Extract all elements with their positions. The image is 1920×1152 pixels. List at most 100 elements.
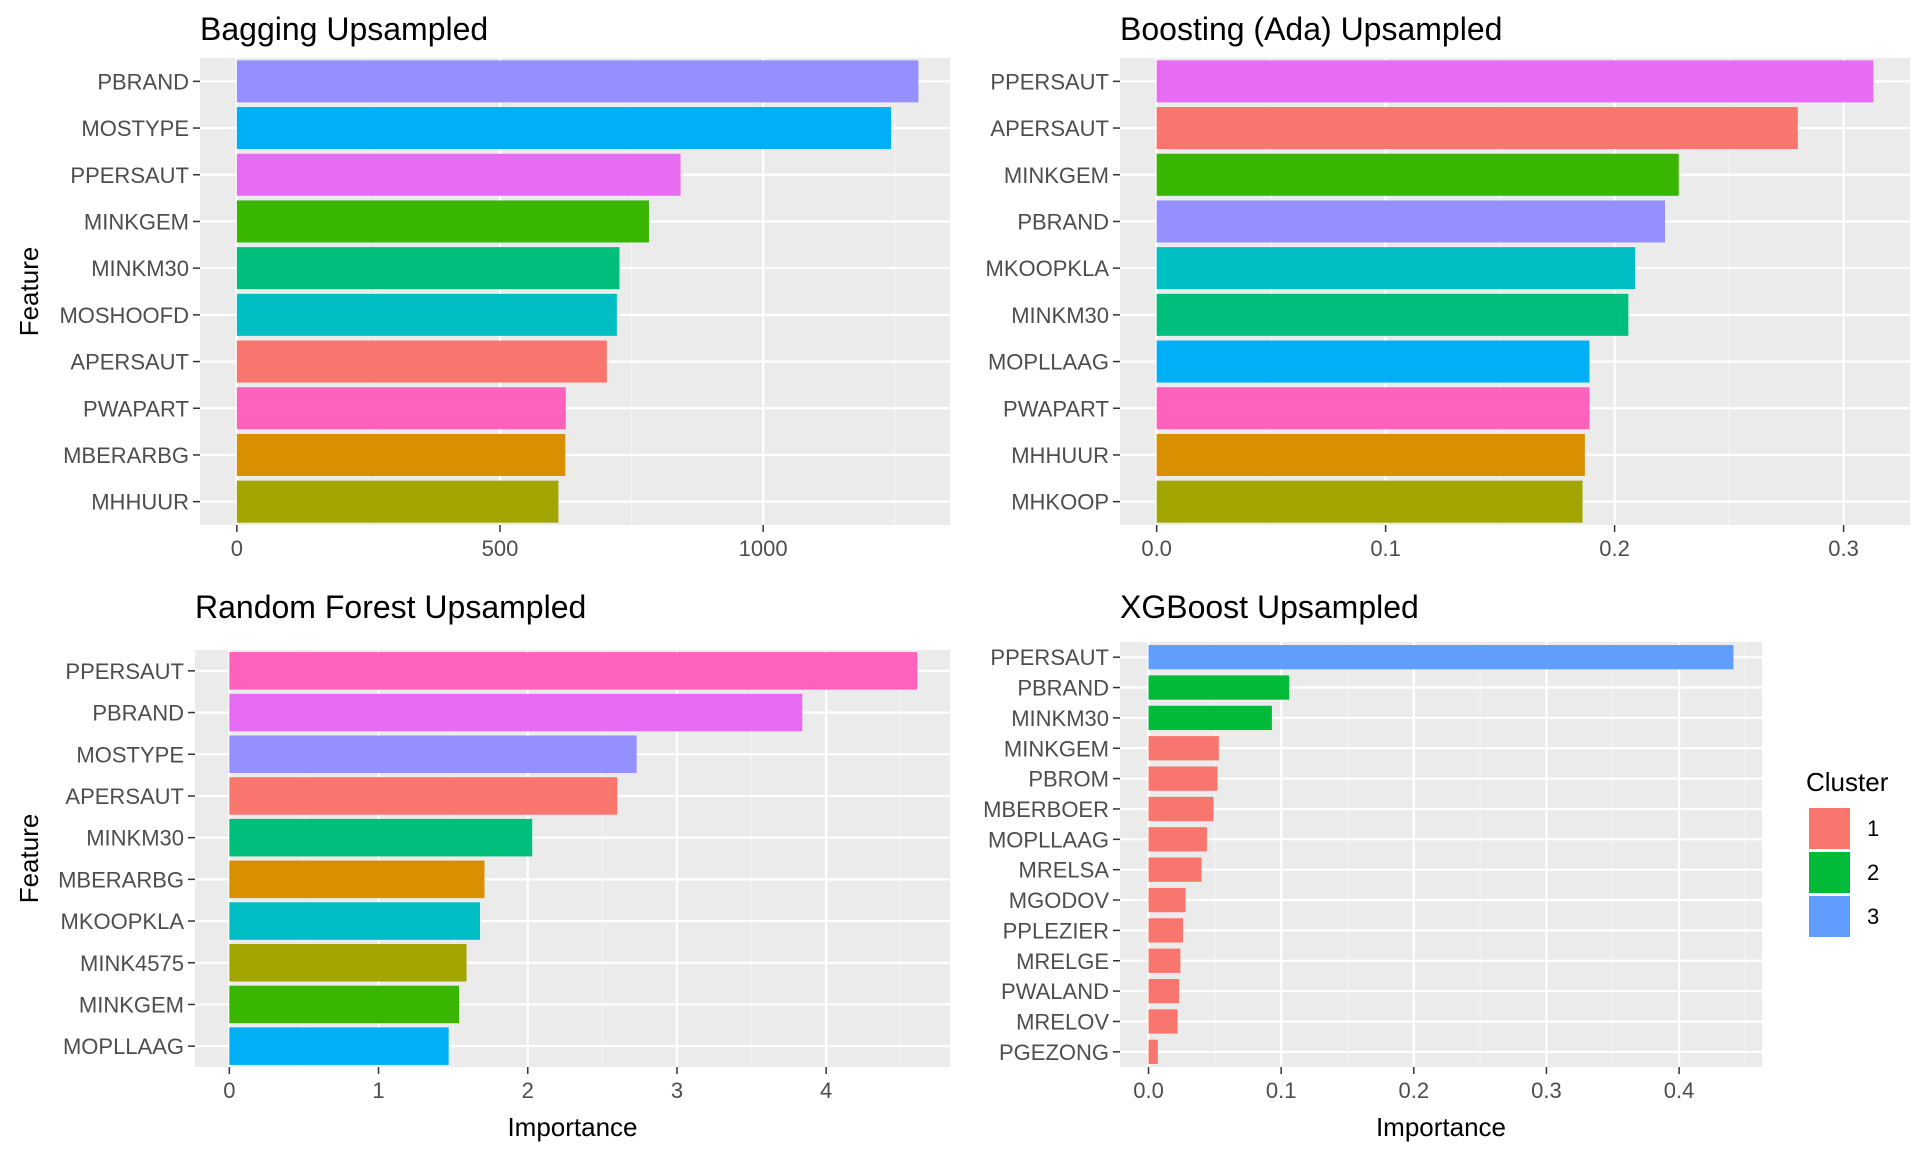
legend-title: Cluster bbox=[1806, 767, 1889, 797]
y-tick-label: MRELGE bbox=[1016, 949, 1109, 974]
bar-mgodov bbox=[1148, 887, 1186, 913]
legend-label-2: 2 bbox=[1867, 860, 1879, 885]
y-tick-label: MHHUUR bbox=[91, 490, 189, 515]
bar-minkm30 bbox=[1148, 705, 1272, 731]
y-tick-label: MINKM30 bbox=[91, 256, 189, 281]
y-tick-label: PWAPART bbox=[83, 396, 189, 421]
bar-pwapart bbox=[1156, 387, 1590, 430]
y-tick-label: MOSTYPE bbox=[76, 742, 184, 767]
x-tick-label: 2 bbox=[522, 1078, 534, 1103]
y-tick-label: PPERSAUT bbox=[70, 163, 189, 188]
y-tick-label: PBROM bbox=[1028, 767, 1109, 792]
legend-label-3: 3 bbox=[1867, 904, 1879, 929]
x-tick-label: 1 bbox=[372, 1078, 384, 1103]
bar-ppersaut bbox=[236, 153, 681, 196]
bar-apersaut bbox=[1156, 107, 1798, 150]
x-axis-label: Importance bbox=[1376, 1112, 1506, 1142]
bar-mrelsa bbox=[1148, 857, 1202, 882]
y-tick-label: MRELSA bbox=[1019, 858, 1110, 883]
y-tick-label: MBERARBG bbox=[63, 443, 189, 468]
bar-mberarbg bbox=[229, 860, 485, 899]
x-tick-label: 0.0 bbox=[1141, 536, 1172, 561]
y-tick-label: MHKOOP bbox=[1011, 490, 1109, 515]
y-tick-label: MOSHOOFD bbox=[59, 303, 189, 328]
bar-pwapart bbox=[236, 387, 566, 430]
bar-mostype bbox=[229, 735, 637, 774]
bar-pplezier bbox=[1148, 918, 1184, 943]
chart-panel-3: PPERSAUT PBRAND MOSTYPE APERSAUT MINKM30 MBER… bbox=[14, 589, 950, 1142]
chart-panel-2: PPERSAUT APERSAUT MINKGEM PBRAND MKOOPKLA MIN… bbox=[986, 11, 1910, 561]
bar-minkgem bbox=[229, 985, 460, 1024]
chart-title: Boosting (Ada) Upsampled bbox=[1120, 11, 1502, 47]
y-tick-label: MRELOV bbox=[1016, 1009, 1109, 1034]
bar-mopllaag bbox=[1148, 827, 1207, 852]
bar-mberarbg bbox=[236, 433, 566, 476]
bar-mkoopkla bbox=[1156, 247, 1636, 290]
y-tick-label: MINKGEM bbox=[1004, 736, 1109, 761]
bar-pbrand bbox=[236, 60, 919, 103]
bar-pbrand bbox=[1156, 200, 1665, 243]
legend-swatch-3 bbox=[1809, 896, 1850, 937]
y-tick-label: MBERARBG bbox=[58, 867, 184, 892]
x-tick-label: 4 bbox=[820, 1078, 832, 1103]
chart-panel-1: PBRAND MOSTYPE PPERSAUT MINKGEM MINKM30 MOSHO… bbox=[14, 11, 950, 561]
bar-mkoopkla bbox=[229, 902, 480, 940]
bar-mhhuur bbox=[1156, 433, 1585, 476]
y-tick-label: MINKM30 bbox=[86, 826, 184, 851]
y-tick-label: PWALAND bbox=[1001, 979, 1109, 1004]
x-tick-label: 0.3 bbox=[1531, 1078, 1562, 1103]
x-tick-label: 0.1 bbox=[1370, 536, 1401, 561]
chart-title: Bagging Upsampled bbox=[200, 11, 488, 47]
x-tick-label: 0.2 bbox=[1599, 536, 1630, 561]
bar-minkm30 bbox=[236, 247, 620, 290]
bar-mhhuur bbox=[236, 480, 559, 523]
bar-mrelge bbox=[1148, 948, 1181, 973]
y-tick-label: APERSAUT bbox=[70, 350, 189, 375]
bar-pwaland bbox=[1148, 978, 1180, 1004]
y-tick-label: MGODOV bbox=[1009, 888, 1110, 913]
y-axis-label: Feature bbox=[14, 814, 44, 904]
legend-swatch-1 bbox=[1809, 808, 1850, 849]
y-tick-label: PBRAND bbox=[1017, 676, 1109, 701]
y-axis-label: Feature bbox=[14, 247, 44, 337]
x-tick-label: 0.1 bbox=[1266, 1078, 1297, 1103]
bar-minkgem bbox=[1148, 736, 1219, 761]
y-tick-label: APERSAUT bbox=[990, 116, 1109, 141]
bar-mink4575 bbox=[229, 943, 467, 982]
bar-apersaut bbox=[236, 340, 607, 383]
y-tick-label: MOSTYPE bbox=[81, 116, 189, 141]
bar-mberboer bbox=[1148, 796, 1214, 822]
y-tick-label: MINKM30 bbox=[1011, 706, 1109, 731]
chart-panel-4: PPERSAUT PBRAND MINKM30 MINKGEM PBROM MBERBOE… bbox=[983, 589, 1889, 1142]
bar-mhkoop bbox=[1156, 480, 1583, 523]
legend-label-1: 1 bbox=[1867, 816, 1879, 841]
bar-moshoofd bbox=[236, 293, 617, 336]
legend: Cluster 1 2 3 bbox=[1806, 767, 1889, 937]
x-tick-label: 1000 bbox=[739, 536, 788, 561]
bar-ppersaut bbox=[1148, 645, 1734, 670]
y-tick-label: PPERSAUT bbox=[65, 659, 184, 684]
bar-ppersaut bbox=[229, 652, 918, 690]
y-tick-label: PPERSAUT bbox=[990, 69, 1109, 94]
x-tick-label: 3 bbox=[671, 1078, 683, 1103]
y-tick-label: PWAPART bbox=[1003, 396, 1109, 421]
x-tick-label: 0.4 bbox=[1664, 1078, 1695, 1103]
y-tick-label: MOPLLAAG bbox=[988, 827, 1109, 852]
chart-title: XGBoost Upsampled bbox=[1120, 589, 1419, 625]
y-tick-label: MINK4575 bbox=[80, 951, 184, 976]
chart-title: Random Forest Upsampled bbox=[195, 589, 586, 625]
bar-minkm30 bbox=[229, 818, 533, 857]
bar-mopllaag bbox=[229, 1027, 449, 1065]
bar-mostype bbox=[236, 107, 892, 150]
y-tick-label: PGEZONG bbox=[999, 1040, 1109, 1065]
x-tick-label: 0 bbox=[223, 1078, 235, 1103]
x-tick-label: 0 bbox=[231, 536, 243, 561]
bar-ppersaut bbox=[1156, 60, 1874, 103]
bar-mrelov bbox=[1148, 1009, 1178, 1034]
y-tick-label: APERSAUT bbox=[65, 784, 184, 809]
bar-minkgem bbox=[1156, 153, 1679, 196]
bar-minkgem bbox=[236, 200, 649, 243]
bar-mopllaag bbox=[1156, 340, 1590, 383]
bar-pbrand bbox=[229, 693, 803, 732]
